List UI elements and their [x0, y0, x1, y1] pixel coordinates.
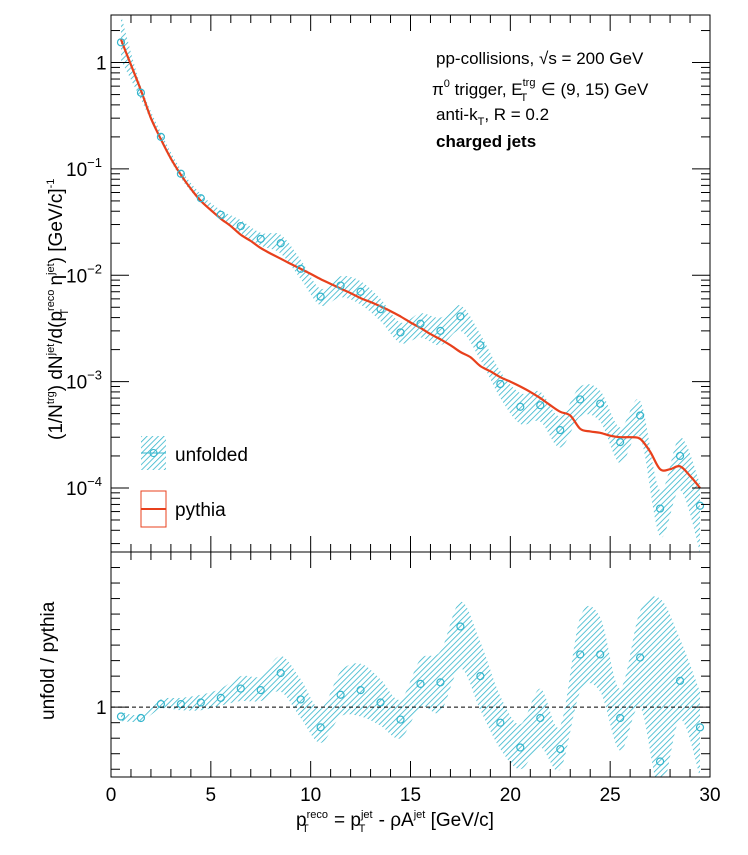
unfolded-point — [576, 395, 585, 404]
ratio-point — [176, 699, 185, 709]
ratio-point — [336, 690, 345, 699]
x-tick-label: 20 — [500, 785, 521, 806]
legend-unfolded-marker — [149, 449, 158, 457]
unfolded-point — [436, 326, 445, 335]
x-tick-label: 0 — [106, 785, 117, 806]
unfolded-point — [456, 312, 465, 321]
ratio-point — [256, 686, 265, 695]
ratio-band-area — [121, 596, 700, 777]
x-axis-title: preco T = pjet T - ρAjet [GeV/c] — [296, 809, 494, 835]
top-panel-axes: 1 10−1 10−2 10−3 10−4 — [66, 14, 711, 553]
ratio-uncertainty-band — [121, 596, 700, 777]
unfolded-point — [695, 501, 705, 510]
ratio-point — [596, 650, 605, 659]
ratio-point — [296, 695, 305, 704]
ratio-points — [116, 622, 705, 766]
unfolded-point — [675, 451, 685, 461]
unfolded-point — [416, 319, 425, 328]
ratio-point — [276, 668, 285, 678]
ratio-point — [516, 743, 525, 752]
ratio-point — [536, 713, 545, 723]
ratio-point — [236, 684, 245, 693]
annotation-jets: charged jets — [436, 132, 536, 151]
unfolded-point — [516, 402, 525, 411]
unfolded-point — [655, 504, 665, 513]
unfolded-point — [196, 194, 205, 203]
ratio-point — [655, 757, 665, 766]
legend-pythia-label: pythia — [175, 500, 226, 521]
unfolded-point — [496, 379, 505, 389]
unfolded-point — [116, 38, 126, 47]
annotation-collision: pp-collisions, √s = 200 GeV — [436, 49, 644, 68]
unfolded-point — [536, 401, 545, 410]
unfolded-point — [216, 210, 225, 219]
unfolded-point — [396, 328, 405, 337]
x-tick-label: 25 — [600, 785, 621, 806]
ratio-point — [576, 650, 585, 659]
unfolded-point — [636, 411, 645, 420]
ratio-point — [456, 622, 465, 631]
top-y-tick-label: 10−3 — [66, 368, 102, 394]
unfolded-point — [356, 287, 365, 296]
ratio-point — [116, 712, 126, 721]
unfolded-point — [616, 437, 625, 447]
unfolded-point — [236, 221, 245, 231]
ratio-point — [556, 744, 565, 754]
unfolded-point — [336, 281, 345, 290]
ratio-point — [476, 672, 485, 681]
ratio-point — [636, 653, 645, 662]
bottom-panel-axes: 0 5 10 15 20 25 30 1 — [96, 551, 721, 806]
ratio-point — [136, 713, 146, 723]
unfolded-point — [316, 292, 325, 301]
x-tick-label: 15 — [400, 785, 421, 806]
unfolded-point — [376, 305, 385, 314]
unfolded-point — [156, 132, 166, 141]
unfolded-point — [296, 264, 305, 273]
top-y-tick-label: 1 — [96, 54, 107, 75]
unfolded-point — [596, 399, 605, 408]
bottom-y-axis-title: unfold / pythia — [38, 601, 59, 720]
annotation-block: pp-collisions, √s = 200 GeV π0 trigger, … — [432, 49, 649, 151]
x-tick-label: 30 — [699, 785, 720, 806]
top-y-axis-title: (1/Ntrg) dNjet/d(precoT ηjet) [GeV/c]-1 — [45, 179, 71, 440]
ratio-point — [436, 678, 445, 687]
ratio-point — [616, 713, 625, 723]
legend: unfolded pythia — [140, 436, 248, 528]
ratio-point — [675, 676, 685, 685]
unfolded-point — [136, 88, 146, 97]
ratio-point — [376, 698, 385, 707]
annotation-trigger: π0 trigger, Etrg T ∈ (9, 15) GeV — [432, 77, 649, 104]
ratio-point — [695, 723, 705, 732]
ratio-point — [356, 686, 365, 695]
ratio-point — [196, 698, 205, 707]
ratio-point — [496, 718, 505, 727]
x-tick-label: 10 — [300, 785, 321, 806]
unfolded-point — [256, 234, 265, 243]
unfolded-point — [276, 239, 285, 248]
unfolded-point — [556, 426, 565, 435]
unfolded-band-area — [121, 15, 700, 552]
top-y-tick-label: 10−2 — [66, 261, 102, 287]
top-y-tick-label: 10−1 — [66, 155, 102, 181]
top-y-tick-label: 10−4 — [66, 474, 102, 500]
unfolded-uncertainty-band — [121, 15, 700, 552]
ratio-point — [216, 693, 225, 702]
ratio-point — [396, 715, 405, 724]
unfolded-point — [176, 169, 185, 178]
ratio-point — [316, 723, 325, 732]
legend-unfolded-label: unfolded — [175, 445, 248, 466]
x-tick-label: 5 — [206, 785, 217, 806]
ratio-point — [416, 679, 425, 688]
bottom-y-tick-label: 1 — [96, 698, 107, 719]
unfolded-points — [116, 38, 705, 513]
unfolded-point — [476, 341, 485, 350]
annotation-algorithm: anti-kT, R = 0.2 — [436, 105, 549, 128]
